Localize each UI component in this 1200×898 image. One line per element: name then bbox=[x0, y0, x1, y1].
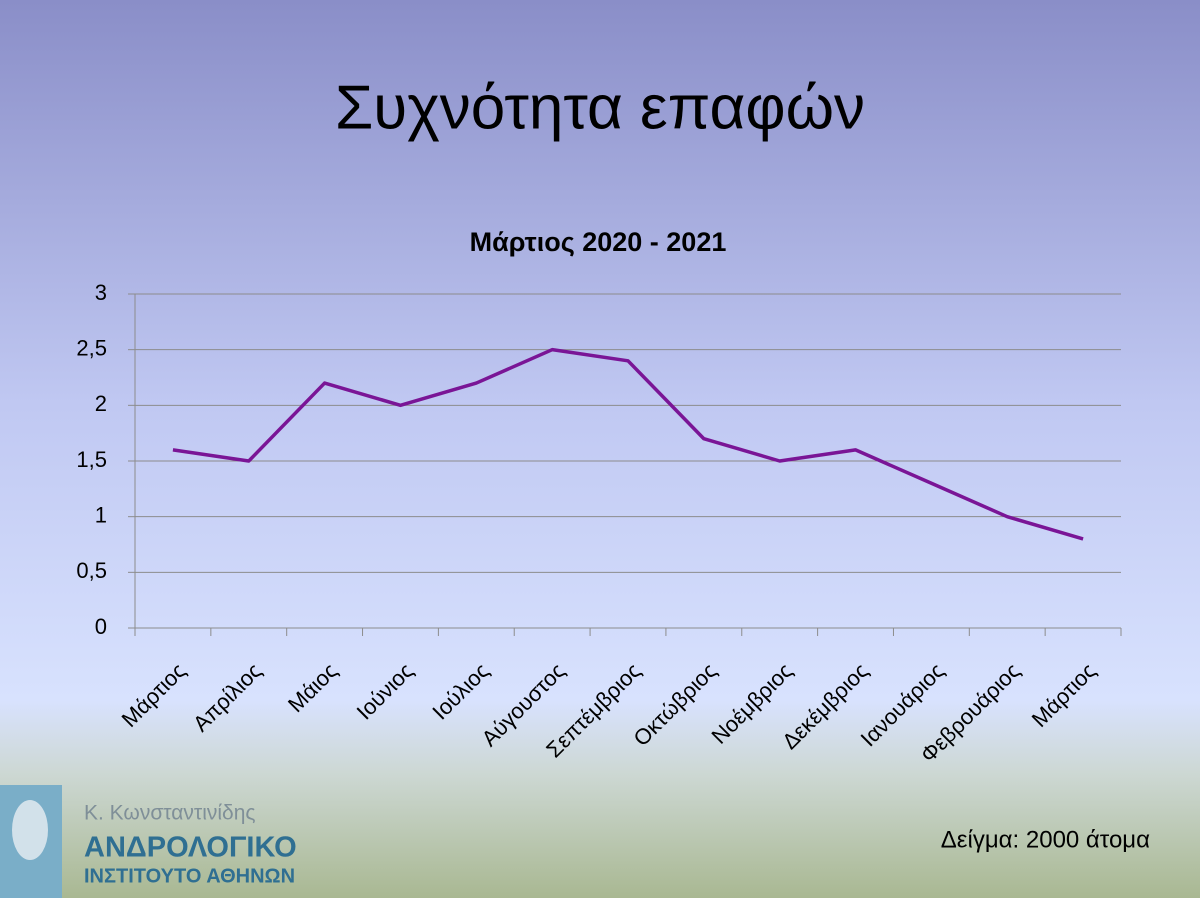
y-tick-label: 0 bbox=[95, 614, 107, 639]
slide-title: Συχνότητα επαφών bbox=[335, 73, 865, 142]
logo-line2: ΙΝΣΤΙΤΟΥΤΟ ΑΘΗΝΩΝ bbox=[84, 865, 295, 887]
y-tick-label: 0,5 bbox=[76, 558, 107, 583]
logo-figure bbox=[12, 800, 48, 860]
chart-title: Μάρτιος 2020 - 2021 bbox=[470, 227, 727, 257]
logo-line1: ΑΝΔΡΟΛΟΓΙΚΟ bbox=[84, 832, 297, 864]
data-line bbox=[172, 347, 1084, 541]
y-tick-label: 1 bbox=[95, 502, 107, 527]
footnote: Δείγμα: 2000 άτομα bbox=[941, 826, 1150, 853]
y-tick-label: 3 bbox=[95, 280, 107, 305]
y-tick-label: 2 bbox=[95, 391, 107, 416]
logo-author: Κ. Κωνσταντινίδης bbox=[84, 802, 256, 825]
y-tick-label: 1,5 bbox=[76, 447, 107, 472]
y-tick-label: 2,5 bbox=[76, 335, 107, 360]
